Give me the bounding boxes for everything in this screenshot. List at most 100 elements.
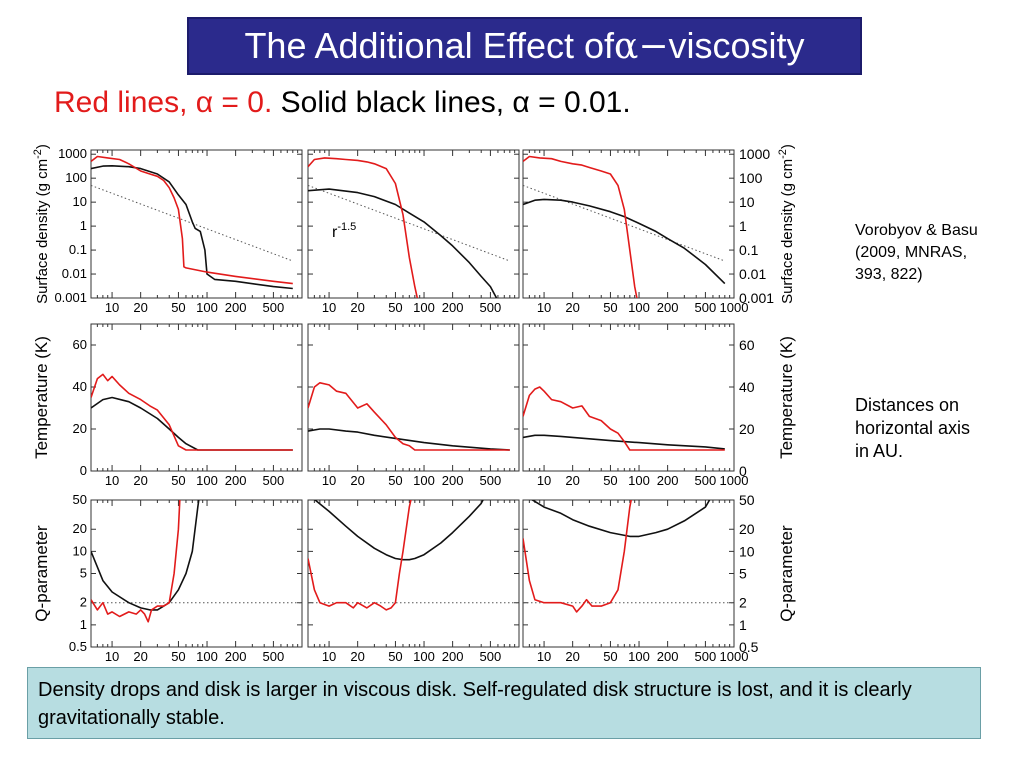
y-tick-label-right: 50	[739, 492, 755, 508]
y-tick-label-right: 1	[739, 617, 747, 633]
x-tick-label: 50	[171, 473, 185, 488]
x-tick-label: 500	[480, 300, 502, 315]
x-tick-label: 200	[442, 473, 464, 488]
y-tick-label-right: 1	[739, 218, 747, 234]
y-tick-label-left: 100	[65, 170, 87, 185]
y-tick-label-left: 20	[73, 521, 87, 536]
y-tick-label-left: 2	[80, 595, 87, 610]
y-tick-label-right: 0	[739, 463, 747, 479]
series-black-r2-c1	[313, 500, 484, 561]
x-tick-label: 10	[105, 300, 119, 315]
x-tick-label: 200	[657, 473, 679, 488]
y-tick-label-left: 0.01	[62, 266, 87, 281]
series-red-r2-c1	[308, 500, 412, 611]
x-tick-label: 100	[413, 473, 435, 488]
series-black-r1-c0	[91, 396, 293, 451]
series-black-r0-c0	[91, 165, 293, 290]
series-red-r1-c2	[523, 386, 725, 451]
x-tick-label: 500	[695, 473, 717, 488]
x-tick-label: 10	[105, 473, 119, 488]
x-tick-label: 50	[603, 649, 617, 664]
series-red-r2-c2	[523, 500, 632, 613]
x-tick-label: 200	[225, 473, 247, 488]
y-tick-label-right: 0.01	[739, 266, 766, 282]
y-axis-label-right: Temperature (K)	[777, 336, 796, 459]
y-axis-label-left: Temperature (K)	[32, 336, 51, 459]
panel-frame-r0-c0	[90, 149, 303, 299]
series-red-r0-c1	[308, 157, 419, 298]
x-tick-label: 200	[442, 300, 464, 315]
y-tick-label-right: 60	[739, 337, 755, 353]
series-red-r1-c0	[91, 373, 293, 451]
y-tick-label-right: 2	[739, 595, 747, 611]
x-tick-label: 10	[322, 300, 336, 315]
x-tick-label: 100	[413, 649, 435, 664]
y-axis-label-left: Surface density (g cm-2)	[32, 144, 51, 304]
x-tick-label: 100	[196, 300, 218, 315]
x-tick-label: 200	[225, 649, 247, 664]
slide-title-tail: viscosity	[668, 25, 805, 66]
y-tick-label-right: 1000	[739, 146, 770, 162]
series-black-r2-c0	[91, 500, 200, 611]
y-tick-label-left: 10	[73, 543, 87, 558]
x-tick-label: 50	[388, 649, 402, 664]
x-tick-label: 100	[628, 473, 650, 488]
power-law-dotted-line	[523, 184, 725, 262]
y-tick-label-right: 10	[739, 194, 755, 210]
x-tick-label: 500	[480, 473, 502, 488]
series-red-r0-c2	[523, 155, 638, 298]
panel-frame-r0-c1	[307, 149, 520, 299]
reference-note: Vorobyov & Basu (2009, MNRAS, 393, 822)	[855, 222, 978, 283]
y-tick-label-right: 20	[739, 521, 755, 537]
y-tick-label-right: 0.001	[739, 290, 774, 306]
y-tick-label-left: 50	[73, 492, 87, 507]
power-law-annotation: r-1.5	[332, 221, 356, 241]
x-tick-label: 200	[657, 649, 679, 664]
series-black-r1-c2	[523, 434, 725, 450]
x-tick-label: 500	[263, 649, 285, 664]
x-tick-label: 20	[565, 473, 579, 488]
x-tick-label: 1000	[720, 300, 749, 315]
x-tick-label: 50	[171, 300, 185, 315]
x-tick-label: 50	[388, 473, 402, 488]
y-tick-label-left: 1	[80, 617, 87, 632]
x-tick-label: 50	[388, 300, 402, 315]
panel-frame-r1-c2	[522, 323, 735, 472]
slide-title: The Additional Effect of α− viscosity	[187, 17, 862, 75]
x-tick-label: 100	[196, 473, 218, 488]
x-tick-label: 500	[480, 649, 502, 664]
series-black-r0-c1	[308, 188, 498, 298]
x-tick-label: 10	[322, 473, 336, 488]
y-tick-label-left: 10	[73, 194, 87, 209]
legend-black-lines: Solid black lines, α = 0.01.	[272, 86, 631, 119]
y-tick-label-right: 40	[739, 379, 755, 395]
y-tick-label-left: 5	[80, 566, 87, 581]
y-tick-label-right: 10	[739, 543, 755, 559]
series-red-r0-c0	[91, 155, 293, 285]
y-tick-label-right: 0.5	[739, 639, 759, 655]
x-tick-label: 10	[105, 649, 119, 664]
x-tick-label: 50	[171, 649, 185, 664]
x-tick-label: 10	[322, 649, 336, 664]
x-tick-label: 500	[263, 300, 285, 315]
y-axis-label-left: Q-parameter	[32, 525, 51, 622]
x-tick-label: 200	[657, 300, 679, 315]
x-tick-label: 200	[442, 649, 464, 664]
y-tick-label-right: 0.1	[739, 242, 759, 258]
x-tick-label: 200	[225, 300, 247, 315]
y-tick-label-right: 5	[739, 566, 747, 582]
distance-note: Distances on horizontal axis in AU.	[855, 395, 971, 461]
legend-subtitle: Red lines, α = 0. Solid black lines, α =…	[54, 86, 631, 120]
series-red-r1-c1	[308, 381, 510, 451]
x-tick-label: 20	[350, 649, 364, 664]
slide-title-text: The Additional Effect of	[244, 25, 615, 66]
y-tick-label-left: 1000	[58, 146, 87, 161]
panel-frame-r1-c1	[307, 323, 520, 472]
series-red-r2-c0	[91, 500, 181, 623]
y-tick-label-left: 40	[73, 379, 87, 394]
y-tick-label-left: 0.1	[69, 242, 87, 257]
x-tick-label: 100	[196, 649, 218, 664]
panel-frame-r2-c1	[307, 499, 520, 648]
caption-box: Density drops and disk is larger in visc…	[27, 667, 981, 739]
